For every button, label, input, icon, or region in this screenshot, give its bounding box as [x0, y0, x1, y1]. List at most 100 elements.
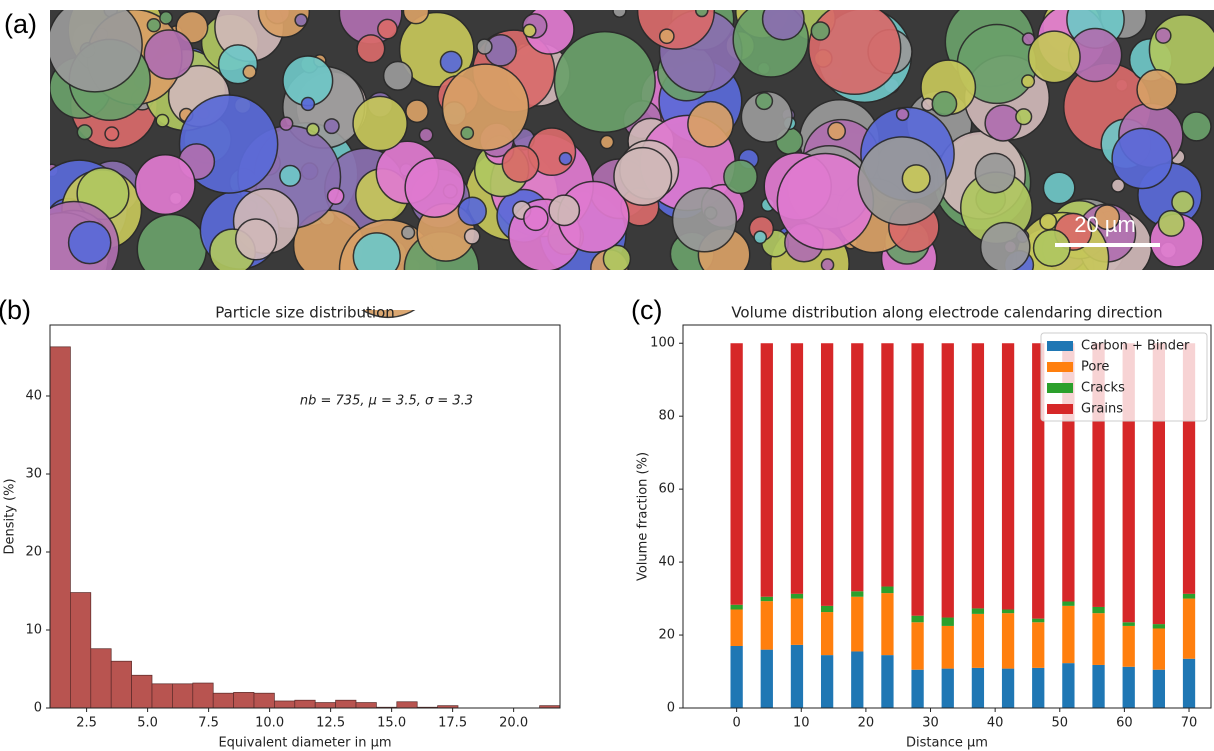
grain — [77, 125, 92, 140]
grain — [1022, 75, 1035, 88]
y-tick-label: 20 — [25, 544, 42, 559]
bar-segment — [911, 622, 923, 669]
y-tick-label: 40 — [25, 388, 42, 403]
grain — [673, 188, 737, 252]
bar-segment — [761, 597, 773, 601]
x-tick-label: 30 — [922, 716, 939, 731]
x-tick-label: 70 — [1181, 716, 1198, 731]
y-axis-label: Density (%) — [3, 478, 18, 554]
bar-segment — [911, 616, 923, 623]
grain — [614, 148, 672, 206]
histogram-bar — [213, 693, 233, 708]
bar-segment — [881, 343, 893, 586]
grain — [357, 35, 385, 63]
grain — [406, 100, 428, 122]
y-tick-label: 10 — [25, 622, 42, 637]
grain — [402, 226, 415, 239]
x-tick-label: 7.5 — [198, 716, 219, 731]
x-tick-label: 50 — [1052, 716, 1069, 731]
bar-segment — [1002, 610, 1014, 614]
bar-segment — [1002, 613, 1014, 668]
x-tick-label: 20.0 — [499, 716, 528, 731]
bar-segment — [1092, 665, 1104, 708]
annotation: nb = 735, μ = 3.5, σ = 3.3 — [300, 394, 473, 409]
grain — [1043, 172, 1074, 203]
x-tick-label: 10.0 — [255, 716, 284, 731]
bar-segment — [972, 668, 984, 708]
grain — [1172, 191, 1194, 213]
histogram-bar — [193, 683, 213, 708]
y-tick-label: 20 — [658, 628, 675, 643]
grain — [243, 66, 256, 79]
legend-swatch — [1047, 383, 1073, 393]
bar-segment — [1002, 669, 1014, 708]
grain — [461, 127, 473, 139]
x-tick-label: 15.0 — [377, 716, 406, 731]
grain — [378, 19, 397, 38]
grain — [559, 153, 571, 165]
grain — [353, 96, 407, 150]
bar-segment — [972, 343, 984, 608]
histogram-bar — [336, 700, 356, 708]
bar-segment — [761, 650, 773, 708]
bar-segment — [1123, 667, 1135, 708]
histogram-bar — [356, 703, 376, 708]
chart-title: Particle size distribution — [215, 304, 395, 322]
bar-segment — [1183, 594, 1195, 599]
histogram-bar — [111, 661, 131, 708]
histogram-bar — [152, 684, 172, 708]
figure: 20 µm (a) (b)Particle size distributionE… — [0, 0, 1214, 751]
histogram-bar — [315, 703, 335, 708]
bar-segment — [851, 651, 863, 708]
legend-swatch — [1047, 341, 1073, 351]
histogram-bar — [91, 649, 111, 708]
grain — [502, 146, 538, 182]
bar-segment — [1062, 601, 1074, 605]
x-tick-label: 20 — [858, 716, 875, 731]
x-tick-label: 10 — [793, 716, 810, 731]
grain — [660, 29, 674, 43]
grain — [295, 14, 307, 26]
x-tick-label: 40 — [987, 716, 1004, 731]
bar-segment — [761, 601, 773, 650]
y-tick-label: 60 — [658, 482, 675, 497]
bar-segment — [942, 669, 954, 708]
grain — [307, 124, 319, 136]
grain — [48, 0, 142, 92]
histogram-bar — [254, 693, 274, 708]
grain — [458, 197, 486, 225]
grain — [144, 30, 193, 79]
x-tick-label: 12.5 — [316, 716, 345, 731]
micrograph-clip — [0, 0, 1214, 10]
bar-segment — [1092, 607, 1104, 613]
bar-segment — [1062, 663, 1074, 708]
grain — [975, 153, 1014, 192]
bar-segment — [851, 597, 863, 652]
grain — [754, 231, 766, 243]
legend-swatch — [1047, 362, 1073, 372]
y-tick-label: 100 — [650, 336, 675, 351]
grain — [405, 158, 464, 217]
grain — [465, 229, 480, 244]
x-tick-label: 0 — [732, 716, 740, 731]
panel-label: (b) — [0, 295, 31, 325]
bar-segment — [1153, 628, 1165, 669]
grain — [724, 160, 757, 193]
bar-segment — [1123, 622, 1135, 626]
legend-label: Carbon + Binder — [1081, 339, 1190, 354]
bar-segment — [1032, 622, 1044, 668]
bar-segment — [942, 618, 954, 626]
grain — [160, 12, 172, 24]
bar-segment — [731, 610, 743, 646]
bar-segment — [731, 605, 743, 610]
grain — [756, 93, 773, 110]
bar-segment — [911, 670, 923, 708]
bar-segment — [821, 655, 833, 708]
grain — [477, 39, 492, 54]
y-tick-label: 80 — [658, 409, 675, 424]
bar-segment — [972, 614, 984, 668]
bar-segment — [942, 626, 954, 669]
legend-label: Grains — [1081, 402, 1123, 417]
histogram-bar — [132, 675, 152, 708]
grain — [809, 2, 901, 94]
